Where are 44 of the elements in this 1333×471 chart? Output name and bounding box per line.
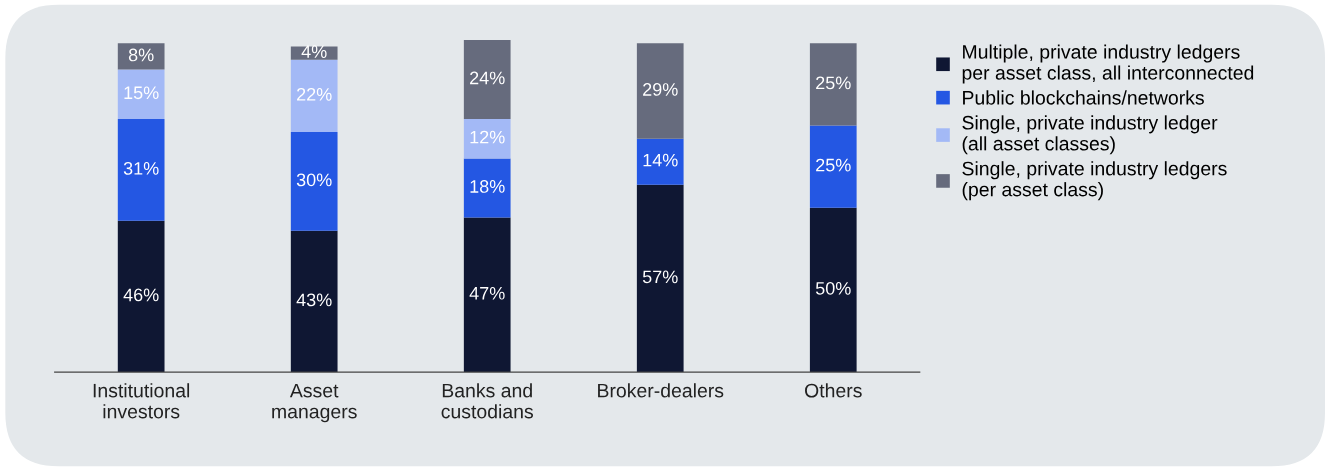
bar xyxy=(290,230,338,373)
data-label: 25% xyxy=(816,158,851,172)
bar xyxy=(636,43,684,139)
data-label: 57% xyxy=(642,270,678,284)
x-tick-label: Institutional investors xyxy=(93,383,190,419)
legend-label: Single, private industry ledger (all asset classes) xyxy=(962,115,1218,155)
bar xyxy=(809,43,857,126)
x-tick-label: Others xyxy=(805,383,862,398)
bar xyxy=(809,125,857,208)
bar xyxy=(463,217,511,373)
bar xyxy=(117,69,165,119)
data-label: 4% xyxy=(301,45,327,58)
legend-label: Single, private industry ledgers (per asset class) xyxy=(962,161,1227,201)
data-label: 43% xyxy=(296,293,332,307)
x-tick-label: Banks and custodians xyxy=(441,383,533,419)
data-label: 8% xyxy=(128,48,154,62)
data-label: 50% xyxy=(815,281,851,295)
bar xyxy=(636,184,684,373)
data-label: 22% xyxy=(297,87,332,101)
bar xyxy=(636,138,684,185)
bar xyxy=(463,118,511,159)
x-tick-label: Broker-dealers xyxy=(598,383,724,398)
data-label: 30% xyxy=(296,173,332,187)
data-label: 31% xyxy=(123,161,159,175)
bar xyxy=(117,220,165,373)
bar xyxy=(290,59,338,133)
legend-label: Multiple, private industry ledgers per asset class, all interconnected xyxy=(962,44,1254,84)
data-label: 47% xyxy=(469,286,505,300)
bar xyxy=(117,118,165,221)
data-label: 46% xyxy=(123,288,159,302)
bar xyxy=(463,158,511,218)
x-tick-label: Asset managers xyxy=(272,383,357,423)
data-label: 14% xyxy=(643,153,678,167)
legend-label: Public blockchains/networks xyxy=(963,90,1204,105)
data-label: 24% xyxy=(470,71,505,85)
data-label: 12% xyxy=(470,130,505,144)
bar xyxy=(463,40,511,119)
bar xyxy=(809,207,857,373)
bar xyxy=(290,132,338,231)
bar xyxy=(117,43,165,70)
data-label: 29% xyxy=(643,83,678,96)
data-label: 15% xyxy=(124,86,159,100)
data-label: 18% xyxy=(470,180,505,193)
data-label: 25% xyxy=(816,76,851,90)
